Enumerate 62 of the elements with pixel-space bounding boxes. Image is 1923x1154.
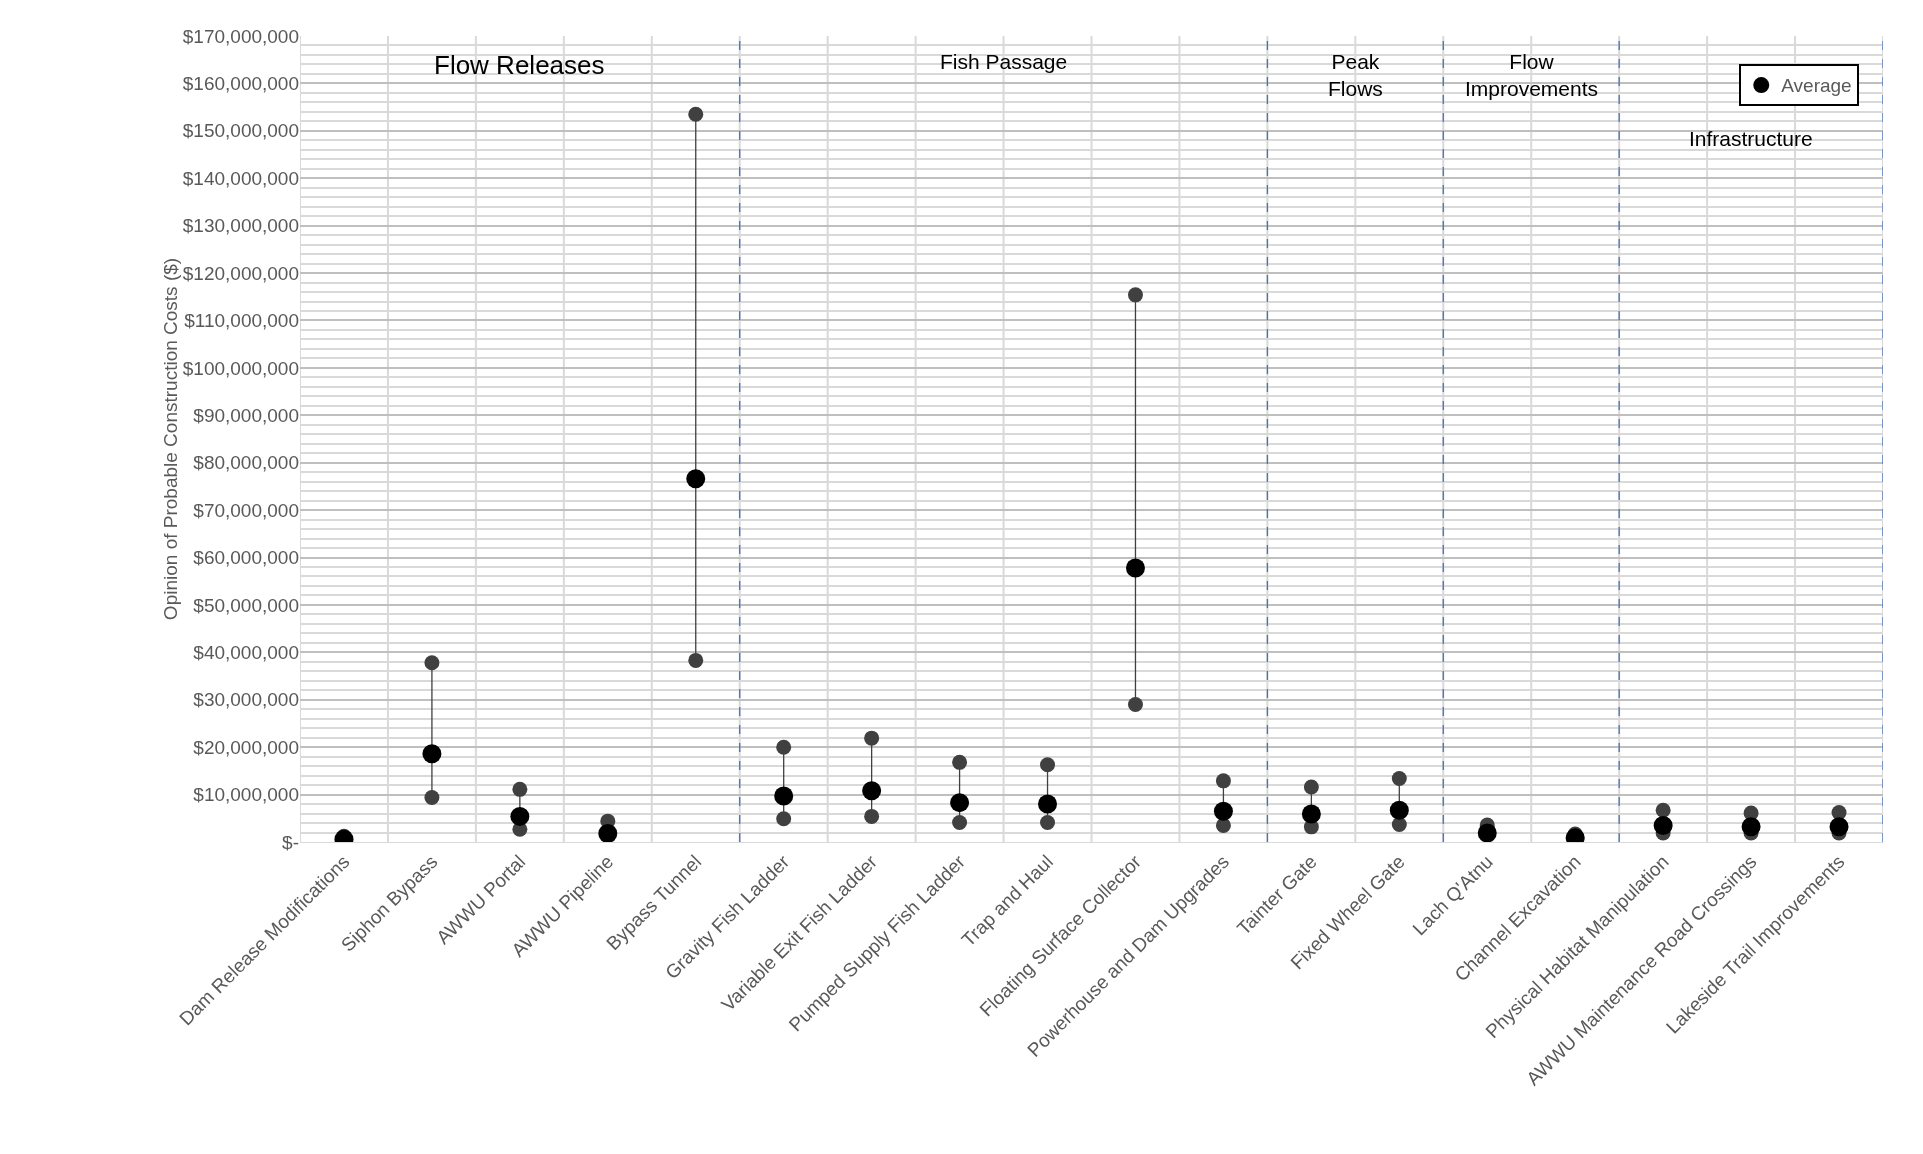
y-tick-label: $150,000,000 (182, 120, 299, 142)
y-tick-label: $100,000,000 (182, 357, 299, 379)
point (862, 781, 882, 801)
y-tick-label: $160,000,000 (182, 73, 299, 95)
point (512, 781, 528, 797)
point (1040, 815, 1056, 831)
y-tick-label: $10,000,000 (193, 784, 299, 806)
point (774, 786, 794, 806)
y-tick-label: $130,000,000 (182, 215, 299, 237)
point (776, 739, 792, 755)
y-tick-label: $- (282, 831, 299, 853)
point (1127, 287, 1143, 303)
point (1038, 794, 1058, 814)
point (1741, 817, 1761, 837)
point (1655, 802, 1671, 818)
y-tick-label: $50,000,000 (193, 594, 299, 616)
point (1301, 804, 1321, 824)
y-axis-title: Opinion of Probable Construction Costs ($) (159, 257, 181, 621)
point (1391, 770, 1407, 786)
point (1829, 817, 1849, 837)
annotation: Fish Passage (940, 50, 1068, 73)
y-tick-label: $70,000,000 (193, 499, 299, 521)
y-tick-label: $30,000,000 (193, 689, 299, 711)
point (422, 744, 442, 764)
y-tick-label: $60,000,000 (193, 547, 299, 569)
point (952, 754, 968, 770)
point (1391, 816, 1407, 832)
point (864, 808, 880, 824)
point (1215, 817, 1231, 833)
y-tick-label: $90,000,000 (193, 404, 299, 426)
point (424, 789, 440, 805)
y-tick-label: $140,000,000 (182, 167, 299, 189)
y-tick-label: $120,000,000 (182, 262, 299, 284)
point (864, 730, 880, 746)
point (1653, 815, 1673, 835)
annotation: Infrastructure (1689, 127, 1813, 150)
y-tick-label: $20,000,000 (193, 736, 299, 758)
point (950, 793, 970, 813)
point (1213, 801, 1233, 821)
point (1127, 697, 1143, 712)
y-tick-label: $170,000,000 (182, 25, 299, 47)
point (1389, 800, 1409, 820)
point (510, 806, 530, 826)
point (598, 823, 618, 842)
y-tick-label: $40,000,000 (193, 642, 299, 663)
legend-label: Average (1781, 75, 1852, 97)
point (686, 469, 706, 489)
point (1040, 757, 1056, 773)
point (424, 655, 440, 671)
annotation: Flow Releases (434, 50, 605, 80)
point (1303, 779, 1319, 795)
point (688, 652, 704, 668)
annotation: Flow Improvements (1465, 50, 1599, 101)
point (688, 106, 704, 122)
y-tick-label: $110,000,000 (184, 310, 299, 332)
y-tick-label: $80,000,000 (193, 452, 299, 474)
point (952, 815, 968, 831)
annotation: Peak Flows (1328, 50, 1383, 101)
point (1215, 773, 1231, 789)
point (776, 811, 792, 827)
point (1477, 823, 1497, 842)
point (1125, 558, 1145, 578)
